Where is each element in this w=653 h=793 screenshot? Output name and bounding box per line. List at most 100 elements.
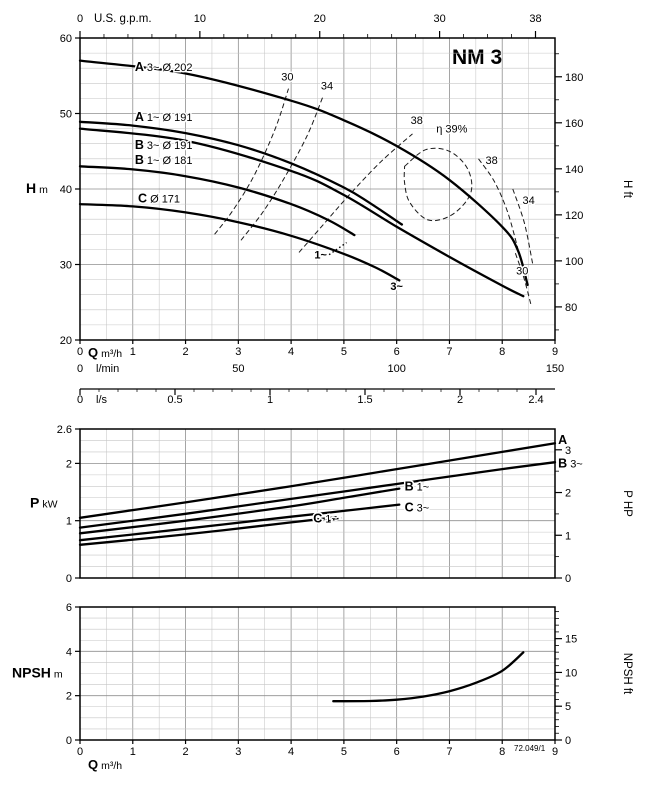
curve-c-3 — [78, 503, 401, 542]
gpm-axis-unit: U.S. g.p.m. — [94, 13, 152, 25]
curve-npsh — [332, 651, 525, 703]
annotation-label: 3~ — [390, 281, 403, 293]
right-tick-label: 180 — [565, 72, 583, 84]
annotation-label: 38 — [486, 155, 498, 167]
right-tick-label: 0 — [565, 573, 571, 585]
x-tick-label: 2 — [182, 346, 188, 358]
right-axis-unit: P HP — [621, 490, 633, 517]
efficiency-30-right — [514, 253, 532, 307]
x-tick-label: 0 — [77, 746, 83, 758]
right-tick-label: 160 — [565, 118, 583, 130]
x-tick-label: 5 — [341, 746, 347, 758]
y-tick-label: 0 — [66, 573, 72, 585]
y-tick-label: 50 — [60, 109, 72, 121]
y-tick-label: 6 — [66, 602, 72, 614]
x-tick-label: 3 — [235, 346, 241, 358]
x-tick-label: 7 — [446, 746, 452, 758]
gpm-tick-label: 30 — [433, 13, 445, 25]
gpm-tick-label: 20 — [314, 13, 326, 25]
x-tick-label: 4 — [288, 346, 294, 358]
right-tick-label: 0 — [565, 735, 571, 747]
x-tick-label: 3 — [235, 746, 241, 758]
efficiency-34-right — [512, 188, 534, 265]
curve-a-3-202 — [78, 59, 529, 287]
scale-tick-label: 1 — [267, 394, 273, 406]
plot-frame — [79, 606, 556, 741]
right-axis-unit: NPSH ft — [621, 653, 633, 695]
scale-tick-label: 100 — [387, 363, 405, 375]
y-tick-label: 40 — [60, 184, 72, 196]
right-tick-label: 15 — [565, 634, 577, 646]
x-tick-label: 1 — [130, 746, 136, 758]
annotation-label: 1~ — [314, 249, 327, 261]
efficiency-30-left — [214, 88, 289, 235]
annotation-label: 34 — [522, 195, 534, 207]
x-tick-label: 5 — [341, 346, 347, 358]
right-tick-label: 10 — [565, 667, 577, 679]
x-tick-label: 8 — [499, 346, 505, 358]
x-tick-label: 9 — [552, 746, 558, 758]
curve-label: C 3~ — [405, 501, 430, 515]
curve-a — [78, 442, 557, 519]
efficiency-39-loop — [403, 147, 473, 222]
curve-label: A 1~ Ø 191 — [135, 110, 193, 124]
curve-b-1 — [78, 487, 401, 535]
right-axis-unit: H ft — [621, 180, 633, 199]
scale-tick-label: 0 — [77, 394, 83, 406]
gpm-tick-label: 10 — [194, 13, 206, 25]
annotation-label: η 39% — [436, 123, 467, 135]
right-tick-label: 100 — [565, 256, 583, 268]
curve-c-171 — [78, 202, 401, 282]
curve-label: A — [558, 433, 567, 447]
y-tick-label: 20 — [60, 335, 72, 347]
curve-label: B 1~ — [405, 479, 430, 493]
scale-tick-label: 0 — [77, 363, 83, 375]
x-tick-label: 0 — [77, 346, 83, 358]
right-tick-label: 2 — [565, 488, 571, 500]
scale-tick-label: 2 — [457, 394, 463, 406]
scale-unit: l/min — [96, 363, 119, 375]
y-tick-label: 2 — [66, 458, 72, 470]
x-tick-label: 1 — [130, 346, 136, 358]
x-tick-label: 6 — [394, 746, 400, 758]
y-tick-label: 60 — [60, 33, 72, 45]
efficiency-34-left — [240, 96, 324, 241]
curve-b-3 — [78, 461, 557, 529]
scale-tick-label: 50 — [232, 363, 244, 375]
gpm-tick-label: 38 — [529, 13, 541, 25]
right-tick-label: 1 — [565, 530, 571, 542]
right-tick-label: 80 — [565, 302, 577, 314]
power-chart: 0 1 2 2.6 0 1 2 3 P HP P kW A B 3~ B 1~ C 3~ C 1~ — [30, 424, 633, 585]
x-tick-label: 7 — [446, 346, 452, 358]
x-tick-label: 9 — [552, 346, 558, 358]
right-tick-label: 120 — [565, 210, 583, 222]
plot-frame — [79, 428, 556, 579]
y-tick-label: 30 — [60, 260, 72, 272]
annotation-label: 30 — [516, 265, 528, 277]
curve-c-1 — [78, 516, 338, 546]
annotation-label: 30 — [281, 71, 293, 83]
scale-tick-label: 1.5 — [357, 394, 372, 406]
y-tick-label: 4 — [66, 646, 72, 658]
y-axis-unit: NPSH m — [12, 665, 63, 681]
efficiency-38-right — [478, 158, 519, 250]
right-tick-label: 5 — [565, 701, 571, 713]
figure-code: 72.049/1 — [514, 744, 546, 753]
curve-a-1-191 — [78, 120, 404, 226]
right-tick-label: 3 — [565, 445, 571, 457]
curve-label: B 1~ Ø 181 — [135, 153, 193, 167]
annotation-label: 38 — [411, 115, 423, 127]
figure-title: NM 3 — [452, 46, 502, 69]
scale-tick-label: 150 — [546, 363, 564, 375]
curve-label: B 3~ Ø 191 — [135, 138, 193, 152]
right-tick-label: 140 — [565, 164, 583, 176]
